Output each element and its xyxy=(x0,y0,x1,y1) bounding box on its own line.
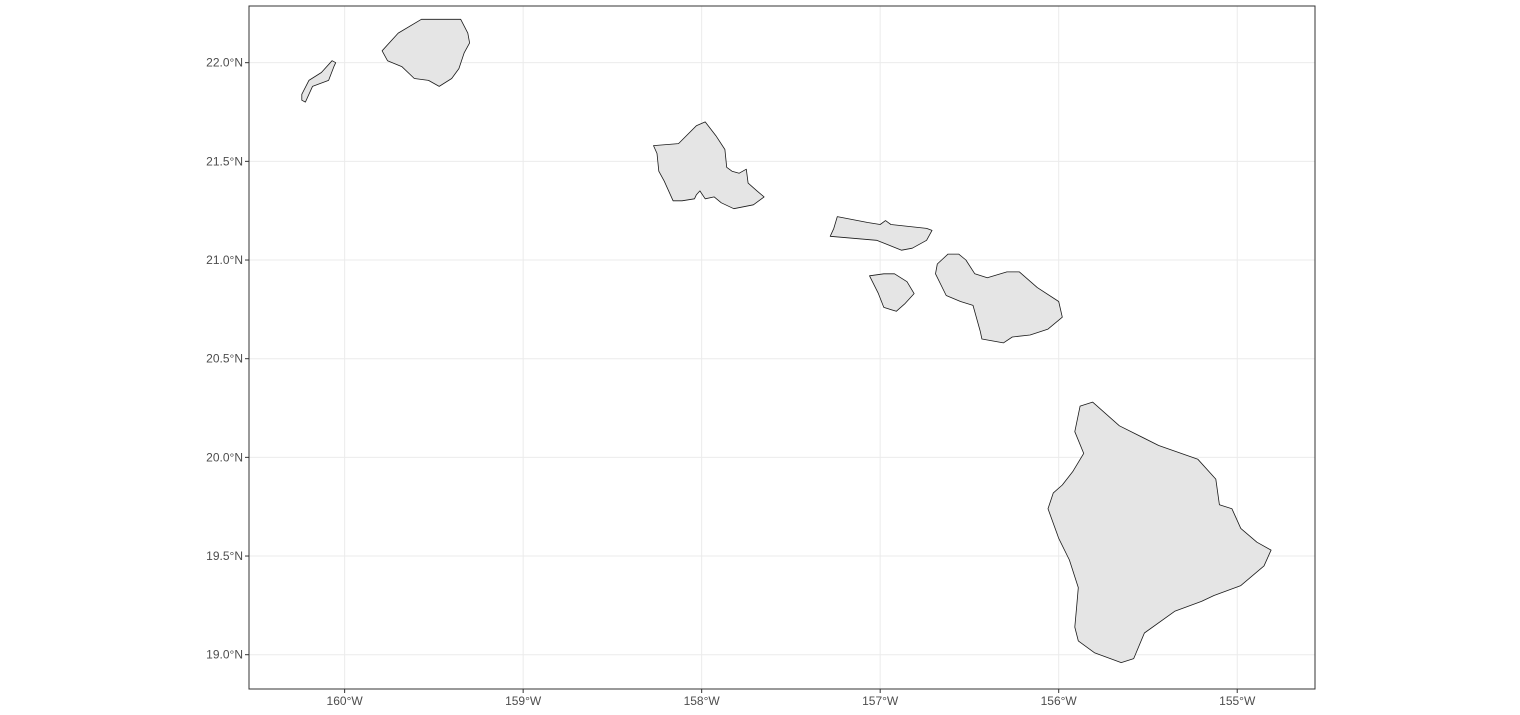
island-maui xyxy=(935,253,1063,344)
y-tick-label: 22.0°N xyxy=(206,56,243,70)
y-tick-label: 21.5°N xyxy=(206,154,243,168)
y-tick-label: 20.5°N xyxy=(206,352,243,366)
y-tick-label: 19.0°N xyxy=(206,648,243,662)
x-tick-label: 155°W xyxy=(1219,694,1256,708)
island-molokai xyxy=(829,216,933,251)
island-hawaii xyxy=(1047,401,1272,663)
x-tick-label: 159°W xyxy=(505,694,542,708)
land-layer xyxy=(301,18,1272,663)
x-tick-label: 158°W xyxy=(684,694,721,708)
island-oahu xyxy=(653,121,765,210)
y-tick-label: 19.5°N xyxy=(206,549,243,563)
x-tick-label: 157°W xyxy=(862,694,899,708)
y-tick-label: 20.0°N xyxy=(206,450,243,464)
island-niihau xyxy=(301,60,337,103)
y-tick-label: 21.0°N xyxy=(206,253,243,267)
island-lanai xyxy=(869,273,915,312)
panel-border xyxy=(248,5,1316,690)
island-kauai xyxy=(381,18,470,87)
axis-ticks: 160°W 159°W 158°W 157°W 156°W 155°W 19.0°N 19.5… xyxy=(206,56,1256,708)
x-tick-label: 160°W xyxy=(327,694,364,708)
graticule xyxy=(249,6,1315,689)
x-tick-label: 156°W xyxy=(1041,694,1078,708)
